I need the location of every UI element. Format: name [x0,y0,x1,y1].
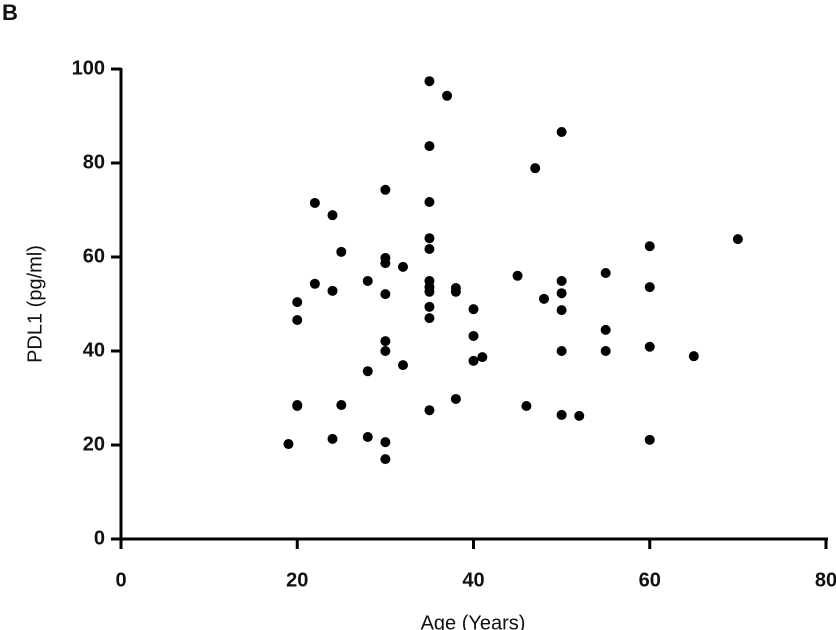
y-tick-label: 100 [72,57,105,79]
point [283,439,294,450]
point [336,246,347,257]
point [398,360,408,371]
point [362,366,373,377]
point [477,352,488,363]
point [644,241,655,252]
point [450,393,461,404]
point [556,126,567,137]
point [380,336,391,347]
point [644,341,655,352]
point [732,234,743,245]
y-tick-label: 40 [83,339,105,361]
point [380,258,391,269]
point [292,314,303,325]
point [327,210,338,221]
point [424,244,435,255]
x-tick-label: 40 [462,569,484,591]
x-tick-label: 60 [639,569,661,591]
point [556,275,567,286]
point [327,285,338,296]
point [688,351,699,362]
point [380,437,391,448]
point [424,76,435,87]
x-tick-label: 80 [815,569,836,591]
point [556,305,567,316]
y-tick-label: 80 [83,151,105,173]
point [556,288,567,299]
point [574,410,585,421]
point [380,454,391,465]
point [424,233,435,244]
point [512,270,523,281]
point [530,163,541,174]
point [600,346,611,356]
point [336,400,347,411]
point [380,346,391,356]
point [424,286,435,297]
point [600,324,611,335]
point [556,409,567,420]
point [644,282,655,293]
point [292,297,303,308]
y-axis-title: PDL1 (pg/ml) [24,245,46,363]
point [362,275,373,286]
point [468,355,479,366]
point [398,261,408,272]
point [309,197,320,208]
point [556,346,567,356]
point [424,313,435,324]
point [424,405,435,416]
point [380,289,391,300]
point [327,433,338,444]
point [380,184,391,195]
point [442,90,453,101]
point [309,278,320,289]
point [424,141,435,152]
point [539,293,549,304]
point [292,400,303,411]
y-tick-label: 0 [94,527,105,549]
y-tick-label: 60 [83,245,105,267]
panel-label: B [2,0,18,25]
point [521,400,532,411]
x-tick-label: 0 [115,569,126,591]
point [450,286,461,297]
x-tick-label: 20 [286,569,308,591]
point [468,330,479,341]
point [424,301,435,312]
y-tick-label: 20 [83,433,105,455]
point [362,432,373,443]
point [424,197,435,208]
point [644,434,655,445]
point [600,267,611,278]
x-axis-title: Age (Years) [421,612,526,630]
point [468,304,479,315]
